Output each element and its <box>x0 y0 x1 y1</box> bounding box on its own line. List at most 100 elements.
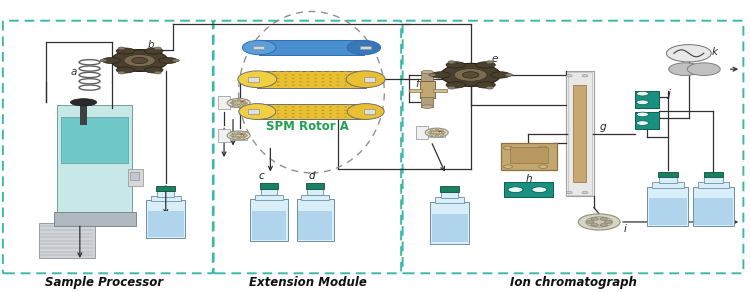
Circle shape <box>262 85 265 86</box>
Circle shape <box>299 78 302 79</box>
Circle shape <box>236 100 241 101</box>
Bar <box>430 202 470 244</box>
Circle shape <box>637 112 649 117</box>
Circle shape <box>359 81 362 82</box>
Circle shape <box>284 106 287 107</box>
Circle shape <box>430 130 434 132</box>
Circle shape <box>344 113 347 114</box>
Circle shape <box>227 131 251 140</box>
Bar <box>260 183 278 189</box>
Circle shape <box>352 110 355 111</box>
Ellipse shape <box>145 67 163 73</box>
Circle shape <box>307 85 310 86</box>
Circle shape <box>503 146 512 150</box>
Bar <box>652 182 683 188</box>
Circle shape <box>299 106 302 107</box>
Ellipse shape <box>70 99 97 106</box>
Circle shape <box>227 98 251 107</box>
Circle shape <box>337 117 340 118</box>
Circle shape <box>307 74 310 76</box>
Circle shape <box>299 85 302 86</box>
Circle shape <box>262 71 265 72</box>
Circle shape <box>586 217 613 227</box>
Circle shape <box>486 86 494 89</box>
Circle shape <box>100 59 106 62</box>
Circle shape <box>314 113 317 114</box>
Circle shape <box>329 85 332 86</box>
Circle shape <box>352 106 355 107</box>
Bar <box>306 183 324 189</box>
Bar <box>62 117 128 163</box>
Bar <box>54 212 136 226</box>
Circle shape <box>269 113 272 114</box>
Circle shape <box>262 74 265 76</box>
Bar <box>255 194 283 200</box>
Circle shape <box>292 71 295 72</box>
Ellipse shape <box>347 40 380 55</box>
Bar <box>230 131 247 140</box>
Circle shape <box>344 78 347 79</box>
Text: d: d <box>308 171 315 181</box>
Bar <box>251 199 287 241</box>
Circle shape <box>435 134 439 136</box>
Circle shape <box>262 110 265 111</box>
Circle shape <box>277 110 280 111</box>
Bar <box>360 46 370 49</box>
Ellipse shape <box>116 67 135 73</box>
Bar <box>698 182 729 188</box>
Circle shape <box>307 71 310 72</box>
Circle shape <box>591 218 598 220</box>
Circle shape <box>299 74 302 76</box>
Bar <box>364 109 375 114</box>
Circle shape <box>508 187 523 192</box>
Circle shape <box>307 81 310 82</box>
Circle shape <box>292 113 295 114</box>
Text: g: g <box>599 122 606 132</box>
Circle shape <box>242 136 245 138</box>
Circle shape <box>307 113 310 114</box>
Circle shape <box>538 146 548 150</box>
Bar <box>217 96 230 109</box>
Circle shape <box>352 74 355 76</box>
Circle shape <box>322 74 325 76</box>
Circle shape <box>600 224 608 226</box>
Circle shape <box>352 81 355 82</box>
Circle shape <box>454 69 487 81</box>
Text: j: j <box>668 89 670 99</box>
Bar <box>704 176 722 183</box>
Bar <box>128 168 143 186</box>
Circle shape <box>359 71 362 72</box>
Bar <box>261 188 277 195</box>
Ellipse shape <box>116 48 135 54</box>
Text: Sample Processor: Sample Processor <box>46 276 164 289</box>
Circle shape <box>344 74 347 76</box>
Circle shape <box>307 110 310 111</box>
Circle shape <box>277 81 280 82</box>
Bar <box>658 176 677 183</box>
Circle shape <box>352 71 355 72</box>
Circle shape <box>344 106 347 107</box>
Circle shape <box>352 85 355 86</box>
Circle shape <box>329 78 332 79</box>
Circle shape <box>284 110 287 111</box>
Circle shape <box>269 110 272 111</box>
Bar <box>248 109 259 114</box>
Circle shape <box>506 74 512 76</box>
Circle shape <box>262 117 265 118</box>
Circle shape <box>435 129 439 131</box>
Circle shape <box>292 106 295 107</box>
Bar <box>230 99 247 107</box>
Circle shape <box>359 113 362 114</box>
Circle shape <box>582 192 588 194</box>
Circle shape <box>262 106 265 107</box>
Text: Ion chromatograph: Ion chromatograph <box>509 276 637 289</box>
Circle shape <box>337 110 340 111</box>
Circle shape <box>262 113 265 114</box>
Circle shape <box>240 134 244 135</box>
Circle shape <box>440 130 443 132</box>
Text: e: e <box>491 54 498 64</box>
Bar <box>257 71 366 88</box>
Circle shape <box>329 110 332 111</box>
Ellipse shape <box>476 62 495 68</box>
Circle shape <box>448 86 455 89</box>
